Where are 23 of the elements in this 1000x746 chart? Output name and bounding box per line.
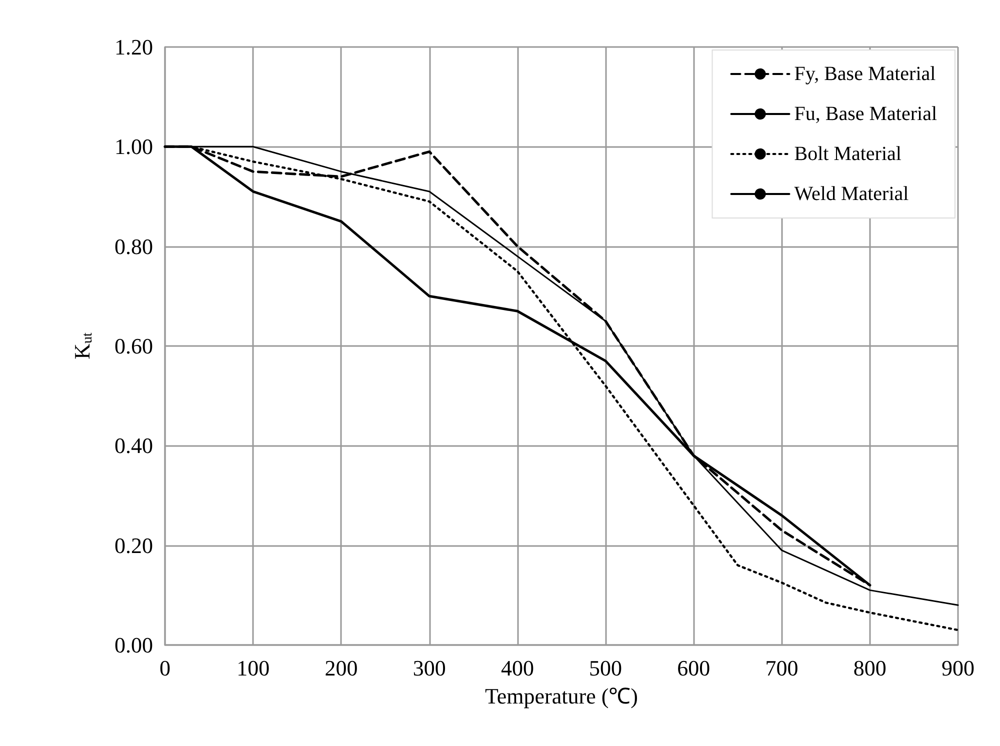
- x-tick-label: 400: [500, 656, 534, 680]
- legend-label: Weld Material: [794, 183, 910, 205]
- x-tick-label: 500: [589, 656, 622, 680]
- legend-label: Fy, Base Material: [794, 63, 936, 85]
- legend-label: Fu, Base Material: [794, 103, 938, 125]
- x-tick-label: 100: [236, 656, 270, 680]
- x-tick-label: 900: [942, 656, 974, 680]
- x-axis-title: Temperature (℃): [485, 684, 638, 708]
- x-tick-label: 700: [765, 656, 798, 680]
- y-axis-title: Kut: [70, 332, 96, 360]
- x-tick-label: 300: [412, 656, 446, 680]
- y-tick-label: 0.00: [114, 632, 153, 658]
- x-tick-label: 200: [324, 656, 358, 680]
- y-tick-label: 1.00: [114, 134, 153, 160]
- x-tick-label: 0: [160, 656, 170, 680]
- x-tick-label: 800: [853, 656, 886, 680]
- y-tick-label: 0.80: [114, 234, 153, 259]
- y-tick-label: 0.20: [114, 532, 153, 558]
- y-tick-label: 1.20: [114, 34, 153, 60]
- y-tick-label: 0.60: [114, 334, 153, 358]
- x-tick-label: 600: [677, 656, 710, 680]
- y-tick-label: 0.40: [114, 433, 153, 458]
- legend-label: Bolt Material: [794, 143, 902, 165]
